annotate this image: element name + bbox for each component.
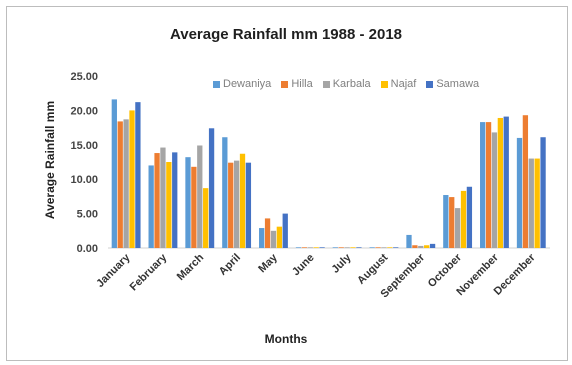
bar: [259, 228, 265, 248]
bar: [443, 195, 449, 248]
x-tick-label: June: [290, 252, 317, 279]
bar: [239, 153, 246, 248]
bar: [117, 121, 123, 248]
legend-item-dewaniya: Dewaniya: [213, 78, 271, 90]
bar: [429, 243, 436, 248]
bar: [148, 165, 154, 248]
bar: [319, 247, 325, 248]
bar: [466, 186, 473, 248]
legend-item-hilla: Hilla: [281, 78, 313, 90]
bar: [528, 158, 534, 248]
legend-swatch: [281, 80, 289, 88]
bar: [233, 160, 240, 248]
y-tick-label: 0.00: [77, 243, 98, 255]
bar: [264, 218, 271, 248]
bar: [166, 162, 172, 248]
bar: [307, 247, 313, 248]
bar: [185, 157, 191, 248]
bar: [454, 208, 461, 248]
x-tick-label: February: [128, 251, 170, 293]
x-tick-label: May: [256, 251, 280, 275]
bar: [460, 190, 467, 248]
bar: [356, 247, 362, 248]
bar: [412, 245, 418, 248]
bar: [534, 158, 540, 248]
bar: [350, 247, 356, 248]
legend-label: Hilla: [291, 78, 313, 90]
y-tick-label: 10.00: [70, 174, 98, 186]
x-axis-label: Months: [264, 332, 308, 346]
bar: [381, 247, 387, 248]
bar: [480, 122, 486, 248]
bar: [111, 99, 117, 248]
y-tick-label: 20.00: [70, 105, 98, 117]
bar: [406, 234, 412, 248]
chart-frame: [6, 6, 568, 361]
legend: Dewaniya Hilla Karbala Najaf Samawa: [213, 78, 479, 90]
bar: [516, 137, 523, 248]
x-tick-label: August: [355, 251, 391, 287]
bar: [208, 128, 215, 248]
bar: [344, 247, 350, 248]
bar: [191, 166, 197, 248]
y-tick-label: 25.00: [70, 71, 98, 83]
bar: [369, 247, 375, 248]
bar: [222, 137, 228, 248]
y-tick-label: 5.00: [77, 209, 98, 221]
legend-label: Karbala: [332, 78, 371, 90]
x-tick-label: July: [329, 251, 354, 276]
bar: [282, 213, 288, 248]
bar: [301, 247, 308, 248]
bar: [135, 102, 141, 248]
bar: [245, 162, 252, 248]
bar: [197, 145, 203, 248]
bar: [270, 230, 277, 248]
bar: [154, 153, 160, 248]
bar: [332, 247, 338, 248]
bar: [203, 188, 209, 248]
bar: [123, 119, 129, 249]
bar: [540, 137, 546, 248]
legend-swatch: [322, 80, 330, 88]
x-tick-label: March: [175, 251, 207, 283]
bar: [485, 122, 492, 248]
legend-item-karbala: Karbala: [322, 78, 371, 90]
chart-title: Average Rainfall mm 1988 - 2018: [169, 26, 403, 43]
legend-swatch: [426, 80, 434, 88]
y-tick-label: 15.00: [70, 140, 98, 152]
x-tick-label: April: [217, 252, 243, 278]
bar: [129, 110, 135, 249]
bar: [491, 132, 498, 248]
bar: [393, 247, 399, 248]
legend-swatch: [380, 80, 388, 88]
bar: [424, 245, 430, 248]
bar: [295, 247, 302, 248]
bar: [449, 197, 455, 248]
legend-item-najaf: Najaf: [380, 78, 417, 90]
legend-swatch: [213, 80, 220, 88]
bar: [375, 247, 381, 248]
legend-label: Najaf: [390, 78, 417, 90]
bar: [522, 115, 529, 248]
bar: [418, 245, 424, 248]
bar: [387, 247, 393, 248]
bar: [313, 247, 319, 248]
bar: [172, 152, 178, 248]
bar: [497, 117, 503, 248]
legend-label: Dewaniya: [223, 78, 272, 90]
bar: [503, 116, 509, 248]
legend-label: Samawa: [436, 78, 480, 90]
bar: [338, 247, 344, 248]
bar: [160, 147, 166, 248]
bar: [276, 226, 282, 248]
legend-item-samawa: Samawa: [426, 78, 479, 90]
bar: [228, 162, 234, 248]
